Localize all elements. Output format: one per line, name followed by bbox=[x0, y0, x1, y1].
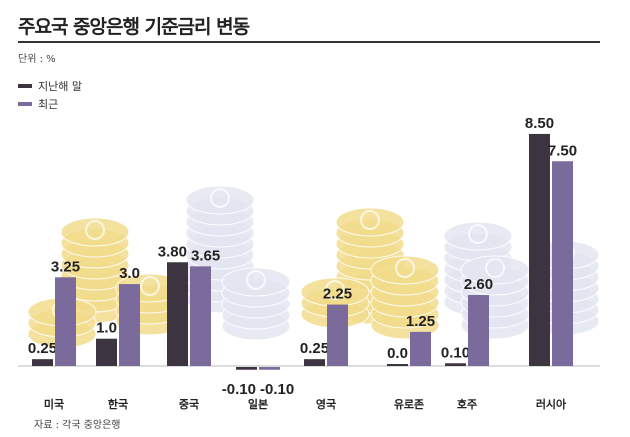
data-label: 0.25 bbox=[300, 340, 329, 357]
bar-유로존-1 bbox=[410, 331, 431, 366]
x-tick-label: 유로존 bbox=[394, 398, 424, 411]
bar-일본-1 bbox=[259, 367, 280, 370]
legend-item-last-year: 지난해 말 bbox=[18, 78, 82, 94]
coin-stack-icon bbox=[221, 267, 291, 297]
x-tick-label: 한국 bbox=[108, 397, 128, 411]
x-tick-label: 호주 bbox=[457, 397, 477, 411]
bar-미국-1 bbox=[55, 277, 76, 366]
bar-영국-1 bbox=[327, 304, 348, 366]
data-label: -0.10 bbox=[260, 381, 294, 398]
coin-icon bbox=[85, 220, 105, 240]
x-tick-label: 미국 bbox=[44, 397, 64, 411]
legend-swatch bbox=[18, 84, 32, 88]
coin-icon bbox=[485, 258, 505, 278]
coin-stack-icon bbox=[370, 255, 440, 285]
coin-icon bbox=[246, 270, 266, 290]
data-label: 2.60 bbox=[464, 276, 493, 293]
data-label: 3.25 bbox=[51, 258, 80, 275]
legend-swatch bbox=[18, 102, 32, 106]
data-label: 2.25 bbox=[323, 286, 352, 303]
x-tick-label: 러시아 bbox=[536, 397, 567, 411]
data-label: 1.0 bbox=[96, 320, 117, 337]
bar-중국-0 bbox=[167, 262, 188, 366]
source-note: 자료 : 각국 중앙은행 bbox=[34, 420, 121, 431]
legend-label: 최근 bbox=[38, 98, 59, 111]
bar-한국-1 bbox=[119, 284, 140, 366]
bar-러시아-0 bbox=[529, 133, 550, 366]
x-tick-label: 일본 bbox=[248, 397, 268, 411]
legend-label: 지난해 말 bbox=[38, 80, 82, 93]
coin-icon bbox=[395, 258, 415, 278]
page-title: 주요국 중앙은행 기준금리 변동 bbox=[18, 16, 250, 38]
bar-일본-0 bbox=[236, 367, 257, 370]
data-label: 1.25 bbox=[406, 313, 435, 330]
coin-icon bbox=[210, 188, 230, 208]
data-label: 0.0 bbox=[387, 345, 408, 362]
data-label: 3.0 bbox=[119, 265, 140, 282]
bar-한국-0 bbox=[96, 338, 117, 366]
coin-stack-icon bbox=[443, 221, 513, 251]
bar-호주-0 bbox=[445, 363, 466, 366]
x-tick-label: 영국 bbox=[316, 398, 336, 411]
bar-미국-0 bbox=[32, 359, 53, 366]
legend-item-recent: 최근 bbox=[18, 96, 58, 112]
coin-icon bbox=[140, 276, 160, 296]
coin-stack-icon bbox=[60, 217, 130, 247]
data-label: 3.80 bbox=[158, 243, 187, 260]
unit-label: 단위 : % bbox=[18, 54, 56, 65]
coin-icon bbox=[325, 280, 345, 300]
coin-icon bbox=[360, 210, 380, 230]
bar-유로존-0 bbox=[387, 364, 408, 366]
title-divider bbox=[18, 41, 600, 43]
coin-stack-icon bbox=[335, 207, 405, 237]
data-label: 0.10 bbox=[441, 344, 470, 361]
coin-icon bbox=[468, 224, 488, 244]
coin-stack-icon bbox=[185, 185, 255, 215]
bar-중국-1 bbox=[190, 266, 211, 366]
data-label: 0.25 bbox=[28, 340, 57, 357]
x-tick-label: 중국 bbox=[179, 398, 199, 411]
data-label: 7.50 bbox=[548, 142, 577, 159]
data-label: -0.10 bbox=[222, 381, 256, 398]
data-label: 3.65 bbox=[191, 247, 220, 264]
bar-영국-0 bbox=[304, 359, 325, 366]
bar-호주-1 bbox=[468, 295, 489, 366]
bar-러시아-1 bbox=[552, 161, 573, 366]
data-label: 8.50 bbox=[525, 115, 554, 132]
